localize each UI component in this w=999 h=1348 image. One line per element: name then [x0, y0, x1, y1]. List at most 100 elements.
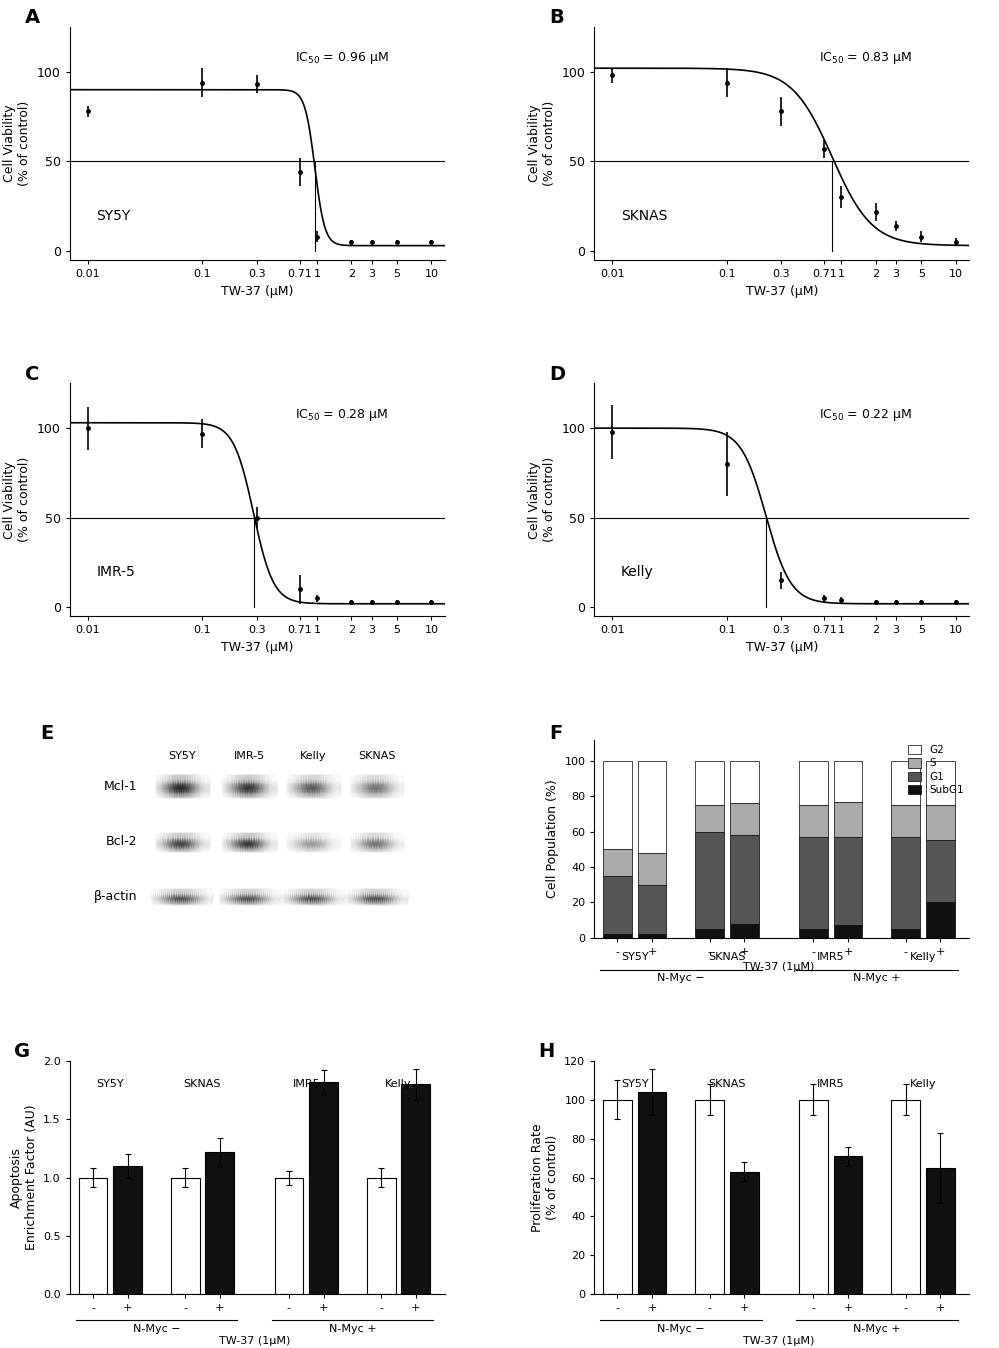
- Text: IMR5: IMR5: [817, 1078, 844, 1089]
- Text: SY5Y: SY5Y: [96, 209, 131, 222]
- Bar: [833, 802, 862, 837]
- Bar: [799, 1100, 828, 1294]
- Bar: [79, 1178, 108, 1294]
- Text: F: F: [549, 724, 562, 743]
- Bar: [891, 837, 920, 929]
- Bar: [799, 929, 828, 938]
- Text: N-Myc −: N-Myc −: [657, 973, 704, 983]
- Bar: [402, 1084, 431, 1294]
- Text: IC$_{50}$ = 0.28 μM: IC$_{50}$ = 0.28 μM: [295, 407, 388, 423]
- Text: SY5Y: SY5Y: [621, 952, 648, 962]
- Text: SY5Y: SY5Y: [621, 1078, 648, 1089]
- Text: SKNAS: SKNAS: [184, 1078, 221, 1089]
- Bar: [833, 1157, 862, 1294]
- Bar: [603, 934, 632, 938]
- Bar: [730, 836, 758, 923]
- Text: SKNAS: SKNAS: [708, 952, 745, 962]
- Y-axis label: Cell Viability
(% of control): Cell Viability (% of control): [3, 457, 32, 542]
- Text: N-Myc −: N-Myc −: [657, 1324, 704, 1335]
- Text: N-Myc +: N-Myc +: [329, 1324, 377, 1335]
- Text: IMR5: IMR5: [293, 1078, 320, 1089]
- Bar: [637, 1092, 666, 1294]
- X-axis label: TW-37 (μM): TW-37 (μM): [745, 640, 818, 654]
- Bar: [695, 929, 724, 938]
- Bar: [367, 1178, 396, 1294]
- Bar: [171, 1178, 200, 1294]
- Bar: [833, 837, 862, 925]
- Text: H: H: [538, 1042, 554, 1061]
- Bar: [637, 884, 666, 934]
- Text: A: A: [25, 8, 40, 27]
- Bar: [695, 1100, 724, 1294]
- Text: SKNAS: SKNAS: [708, 1078, 745, 1089]
- Bar: [206, 1153, 234, 1294]
- Text: SKNAS: SKNAS: [359, 751, 396, 760]
- Text: Mcl-1: Mcl-1: [104, 779, 138, 793]
- Bar: [730, 760, 758, 803]
- Bar: [833, 760, 862, 802]
- Text: SKNAS: SKNAS: [620, 209, 667, 222]
- Bar: [637, 853, 666, 884]
- X-axis label: TW-37 (μM): TW-37 (μM): [221, 284, 294, 298]
- Text: N-Myc +: N-Myc +: [853, 1324, 901, 1335]
- Y-axis label: Cell Viability
(% of control): Cell Viability (% of control): [527, 101, 556, 186]
- Text: Kelly: Kelly: [300, 751, 327, 760]
- Text: E: E: [40, 724, 53, 743]
- Bar: [637, 934, 666, 938]
- Bar: [926, 760, 955, 805]
- Bar: [730, 803, 758, 836]
- Y-axis label: Cell Viability
(% of control): Cell Viability (% of control): [3, 101, 32, 186]
- Text: IMR-5: IMR-5: [96, 565, 135, 580]
- X-axis label: TW-37 (μM): TW-37 (μM): [745, 284, 818, 298]
- Text: Kelly: Kelly: [910, 1078, 936, 1089]
- Text: TW-37 (1μM): TW-37 (1μM): [743, 962, 814, 972]
- Bar: [309, 1082, 338, 1294]
- Y-axis label: Apoptosis
Enrichment Factor (AU): Apoptosis Enrichment Factor (AU): [10, 1105, 38, 1251]
- Y-axis label: Cell Viability
(% of control): Cell Viability (% of control): [527, 457, 556, 542]
- Bar: [926, 902, 955, 938]
- Bar: [891, 1100, 920, 1294]
- Text: IC$_{50}$ = 0.96 μM: IC$_{50}$ = 0.96 μM: [295, 50, 389, 66]
- Bar: [799, 837, 828, 929]
- Bar: [695, 760, 724, 805]
- Text: Kelly: Kelly: [910, 952, 936, 962]
- Text: IMR5: IMR5: [817, 952, 844, 962]
- Text: B: B: [549, 8, 564, 27]
- Text: Bcl-2: Bcl-2: [106, 836, 138, 848]
- Bar: [603, 849, 632, 876]
- Text: IC$_{50}$ = 0.83 μM: IC$_{50}$ = 0.83 μM: [819, 50, 912, 66]
- Bar: [926, 1167, 955, 1294]
- Text: TW-37 (1μM): TW-37 (1μM): [743, 1336, 814, 1347]
- Bar: [730, 923, 758, 938]
- Text: SY5Y: SY5Y: [169, 751, 196, 760]
- Text: C: C: [25, 365, 39, 384]
- Bar: [926, 840, 955, 902]
- Bar: [113, 1166, 142, 1294]
- Y-axis label: Proliferation Rate
(% of control): Proliferation Rate (% of control): [530, 1123, 558, 1232]
- X-axis label: TW-37 (μM): TW-37 (μM): [221, 640, 294, 654]
- Bar: [695, 805, 724, 832]
- Bar: [891, 929, 920, 938]
- Y-axis label: Cell Population (%): Cell Population (%): [545, 779, 558, 898]
- Bar: [730, 1171, 758, 1294]
- Text: Kelly: Kelly: [386, 1078, 412, 1089]
- Text: β-actin: β-actin: [94, 890, 138, 903]
- Legend: G2, S, G1, SubG1: G2, S, G1, SubG1: [908, 745, 964, 795]
- Text: IC$_{50}$ = 0.22 μM: IC$_{50}$ = 0.22 μM: [819, 407, 912, 423]
- Bar: [603, 876, 632, 934]
- Bar: [695, 832, 724, 929]
- Bar: [833, 925, 862, 938]
- Text: TW-37 (1μM): TW-37 (1μM): [219, 1336, 290, 1347]
- Bar: [275, 1178, 304, 1294]
- Text: IMR-5: IMR-5: [234, 751, 266, 760]
- Text: Kelly: Kelly: [620, 565, 653, 580]
- Text: N-Myc +: N-Myc +: [853, 973, 901, 983]
- Text: D: D: [549, 365, 565, 384]
- Bar: [926, 805, 955, 840]
- Text: N-Myc −: N-Myc −: [133, 1324, 180, 1335]
- Bar: [603, 1100, 632, 1294]
- Bar: [891, 805, 920, 837]
- Bar: [603, 760, 632, 849]
- Text: SY5Y: SY5Y: [97, 1078, 124, 1089]
- Bar: [799, 805, 828, 837]
